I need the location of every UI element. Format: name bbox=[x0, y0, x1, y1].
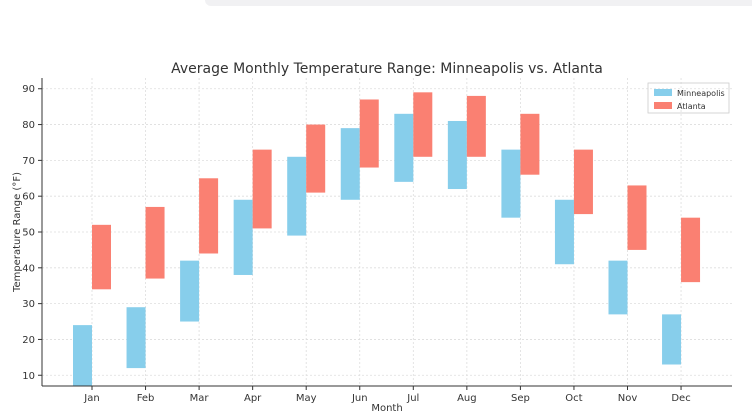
bar-minneapolis-aug bbox=[447, 120, 467, 190]
bars bbox=[73, 92, 701, 386]
x-tick-label: Sep bbox=[511, 393, 530, 404]
bar-atlanta-feb bbox=[145, 206, 165, 279]
bar-atlanta-apr bbox=[252, 149, 272, 229]
x-tick-label: Jun bbox=[351, 393, 368, 404]
bar-atlanta-nov bbox=[627, 185, 647, 250]
legend-frame bbox=[647, 82, 730, 114]
x-tick-label: Feb bbox=[137, 393, 155, 404]
x-tick-label: Mar bbox=[190, 393, 210, 404]
x-tick-label: Aug bbox=[457, 393, 477, 404]
x-tick-label: May bbox=[296, 393, 317, 404]
legend-swatch-minneapolis bbox=[654, 89, 672, 96]
bar-atlanta-jan bbox=[92, 224, 111, 290]
axes: 10 20 30 40 50 60 70 80 90 Jan Feb Mar Apr May Jun Jul A… bbox=[22, 78, 732, 404]
y-tick-label: 90 bbox=[22, 84, 35, 95]
bar-atlanta-mar bbox=[199, 178, 219, 254]
x-tick-label: Apr bbox=[244, 393, 262, 404]
legend-swatch-atlanta bbox=[654, 102, 672, 109]
bar-minneapolis-nov bbox=[608, 260, 628, 315]
x-tick-label: Nov bbox=[618, 393, 638, 404]
bar-minneapolis-dec bbox=[662, 314, 682, 365]
bar-minneapolis-jun bbox=[340, 128, 360, 200]
y-tick-label: 40 bbox=[22, 263, 35, 274]
y-tick-label: 20 bbox=[22, 335, 35, 346]
bar-minneapolis-feb bbox=[126, 307, 146, 369]
bar-atlanta-jul bbox=[413, 92, 433, 157]
x-tick-label: Jul bbox=[406, 393, 419, 404]
y-tick-label: 10 bbox=[22, 371, 35, 382]
legend-label-minneapolis: Minneapolis bbox=[677, 89, 725, 98]
bar-minneapolis-jul bbox=[394, 113, 414, 182]
x-tick-label: Oct bbox=[565, 393, 582, 404]
bar-atlanta-dec bbox=[681, 217, 701, 283]
bar-minneapolis-oct bbox=[554, 199, 574, 265]
bar-atlanta-oct bbox=[573, 149, 593, 215]
bar-minneapolis-apr bbox=[233, 199, 253, 275]
bar-minneapolis-mar bbox=[180, 260, 200, 322]
x-tick-label: Jan bbox=[83, 393, 99, 404]
y-tick-label: 80 bbox=[22, 120, 35, 131]
bar-minneapolis-sep bbox=[501, 149, 521, 218]
chart-title: Average Monthly Temperature Range: Minne… bbox=[171, 61, 603, 77]
bar-atlanta-sep bbox=[520, 113, 540, 175]
bar-minneapolis-jan bbox=[73, 325, 92, 386]
y-tick-label: 60 bbox=[22, 192, 35, 203]
y-tick-label: 70 bbox=[22, 156, 35, 167]
x-axis-label: Month bbox=[371, 403, 402, 414]
bar-minneapolis-may bbox=[287, 156, 307, 236]
bar-atlanta-jun bbox=[359, 99, 379, 168]
y-axis-label: Temperature Range (°F) bbox=[12, 172, 23, 293]
y-tick-label: 30 bbox=[22, 299, 35, 310]
bar-atlanta-may bbox=[306, 124, 326, 193]
bar-atlanta-aug bbox=[466, 95, 486, 157]
y-tick-label: 50 bbox=[22, 228, 35, 239]
legend-label-atlanta: Atlanta bbox=[677, 102, 706, 111]
x-tick-label: Dec bbox=[671, 393, 690, 404]
legend: Minneapolis Atlanta bbox=[647, 82, 730, 114]
window-edge bbox=[205, 0, 752, 6]
